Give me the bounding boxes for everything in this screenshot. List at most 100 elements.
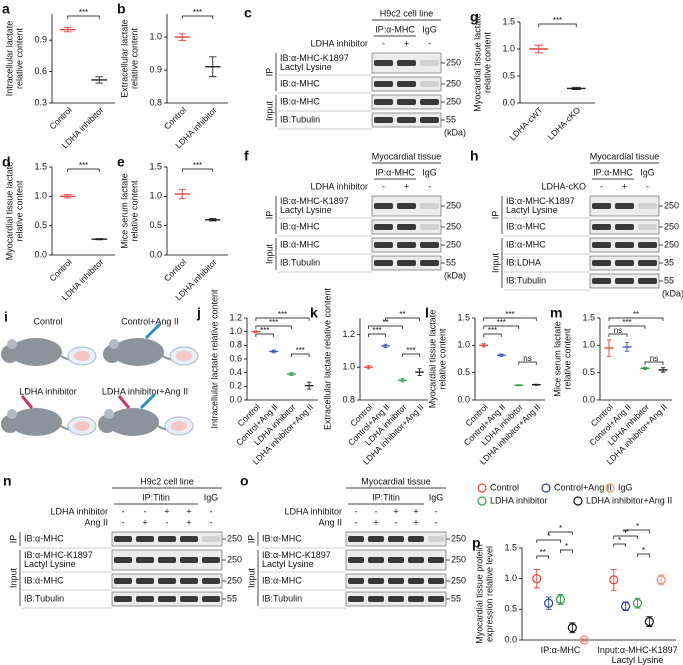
- blot-band: [368, 596, 384, 602]
- significance-bracket: [608, 333, 628, 337]
- y-tick-label: 0.8: [149, 97, 162, 107]
- y-axis-label: Myocardial tissue lactate: [427, 310, 437, 409]
- blot-band: [374, 260, 393, 266]
- marker-label: 250: [446, 57, 461, 67]
- condition-sign: -: [382, 181, 385, 191]
- mouse-ear: [7, 409, 17, 419]
- significance-label: ***: [79, 161, 88, 170]
- blot-band: [592, 278, 611, 284]
- y-axis-label: relative content: [129, 27, 139, 89]
- y-tick-label: 0.0: [582, 394, 595, 404]
- section-label: Input: [490, 252, 500, 273]
- significance-label: ***: [79, 8, 88, 17]
- error-bar: [569, 622, 576, 634]
- significance-bracket: [255, 317, 310, 321]
- igg-label: IgG: [422, 167, 437, 177]
- x-tick-label: Input:α-MHC-K1897 Lactyl Lysine: [597, 645, 678, 665]
- error-bar: [658, 574, 665, 586]
- blot-band: [348, 536, 364, 542]
- blot-band: [397, 99, 416, 105]
- panel-letter: l: [425, 305, 429, 321]
- significance-label: **: [633, 310, 639, 319]
- panel-letter: d: [2, 154, 11, 170]
- marker-label: 55: [451, 593, 461, 603]
- legend-label: Control: [490, 482, 519, 492]
- blot-band: [114, 536, 132, 542]
- y-axis-label: Extracellular lactate relative content: [322, 287, 332, 430]
- blot-title: H9c2 cell line: [140, 476, 194, 486]
- y-tick-label: 0.5: [34, 220, 47, 230]
- condition-sign: -: [395, 517, 398, 527]
- significance-label: ***: [406, 346, 415, 355]
- x-tick-label: LDHA-cWT: [507, 105, 544, 142]
- row-label: IB:α-MHC: [262, 533, 302, 543]
- x-tick-label: LDHA-cKO: [545, 105, 582, 142]
- y-tick-label: 0.0: [34, 249, 47, 259]
- y-tick-label: 0.6: [34, 66, 47, 76]
- condition-sign: -: [375, 506, 378, 516]
- condition-sign: +: [413, 506, 418, 516]
- significance-bracket: [368, 325, 403, 329]
- condition-sign: -: [122, 517, 125, 527]
- blot-band: [348, 578, 364, 584]
- blot-band: [202, 578, 220, 584]
- marker-label: 250: [664, 239, 679, 249]
- row-label: IB:α-MHC: [506, 239, 546, 249]
- panel-letter: m: [550, 305, 562, 321]
- blot-band: [420, 81, 439, 87]
- blot-band: [158, 596, 176, 602]
- y-tick-label: 0.9: [149, 64, 162, 74]
- y-tick-label: 1.2: [342, 329, 355, 339]
- blot-band: [348, 557, 364, 563]
- significance-bracket: [291, 353, 310, 357]
- condition-sign: -: [435, 517, 438, 527]
- x-tick-label: IP:α-MHC: [540, 645, 581, 655]
- mouse-ear: [104, 409, 114, 419]
- section-label: IP: [246, 535, 256, 544]
- blot-band: [158, 578, 176, 584]
- condition-sign: +: [404, 181, 409, 191]
- significance-bracket: [608, 317, 664, 321]
- marker-label: 250: [451, 554, 466, 564]
- blot-band: [180, 596, 198, 602]
- y-tick-label: 1.0: [342, 362, 355, 372]
- row-label: IB:α-MHC: [506, 221, 546, 231]
- significance-label: **: [382, 318, 388, 327]
- y-tick-label: 0.2: [229, 381, 242, 391]
- marker-label: 250: [446, 96, 461, 106]
- syringe: [144, 322, 162, 340]
- ip-label: IP:α-MHC: [375, 167, 415, 177]
- legend-label: LDHA inhibitor: [490, 495, 548, 505]
- significance-label: ns: [523, 354, 531, 363]
- marker-label: 250: [664, 221, 679, 231]
- condition-sign: +: [142, 517, 147, 527]
- y-tick-label: 0.5: [502, 70, 515, 80]
- blot-band: [388, 596, 404, 602]
- significance-label: ***: [372, 326, 381, 335]
- blot-band: [615, 224, 634, 230]
- condition-sign: +: [186, 517, 191, 527]
- dish-inner: [74, 351, 90, 361]
- marker-label: 55: [227, 593, 237, 603]
- blot-band: [420, 117, 439, 123]
- legend-marker: [477, 483, 487, 493]
- x-tick-label: Control: [162, 105, 189, 132]
- section-label: Input: [246, 567, 256, 588]
- mouse-body: [112, 338, 164, 366]
- error-bar: [557, 594, 564, 605]
- mouse-head: [98, 415, 116, 433]
- blot-band: [348, 596, 364, 602]
- panel-letter: j: [196, 305, 201, 321]
- row-label: IB:α-MHC-K1897: [280, 53, 349, 63]
- section-label: IP: [264, 211, 274, 220]
- marker-label: 55: [664, 275, 674, 285]
- condition-sign: -: [210, 517, 213, 527]
- row-label: IB:Tubulin: [506, 275, 546, 285]
- data-point: [621, 601, 631, 611]
- row-label: IB:α-MHC: [280, 221, 320, 231]
- ip-label: IP:Titin: [372, 492, 400, 502]
- mouse-ear: [109, 339, 119, 349]
- syringe: [20, 395, 34, 409]
- illustration-label: LDHA inhibitor+Ang II: [102, 386, 188, 396]
- ip-label: IP:α-MHC: [375, 24, 415, 34]
